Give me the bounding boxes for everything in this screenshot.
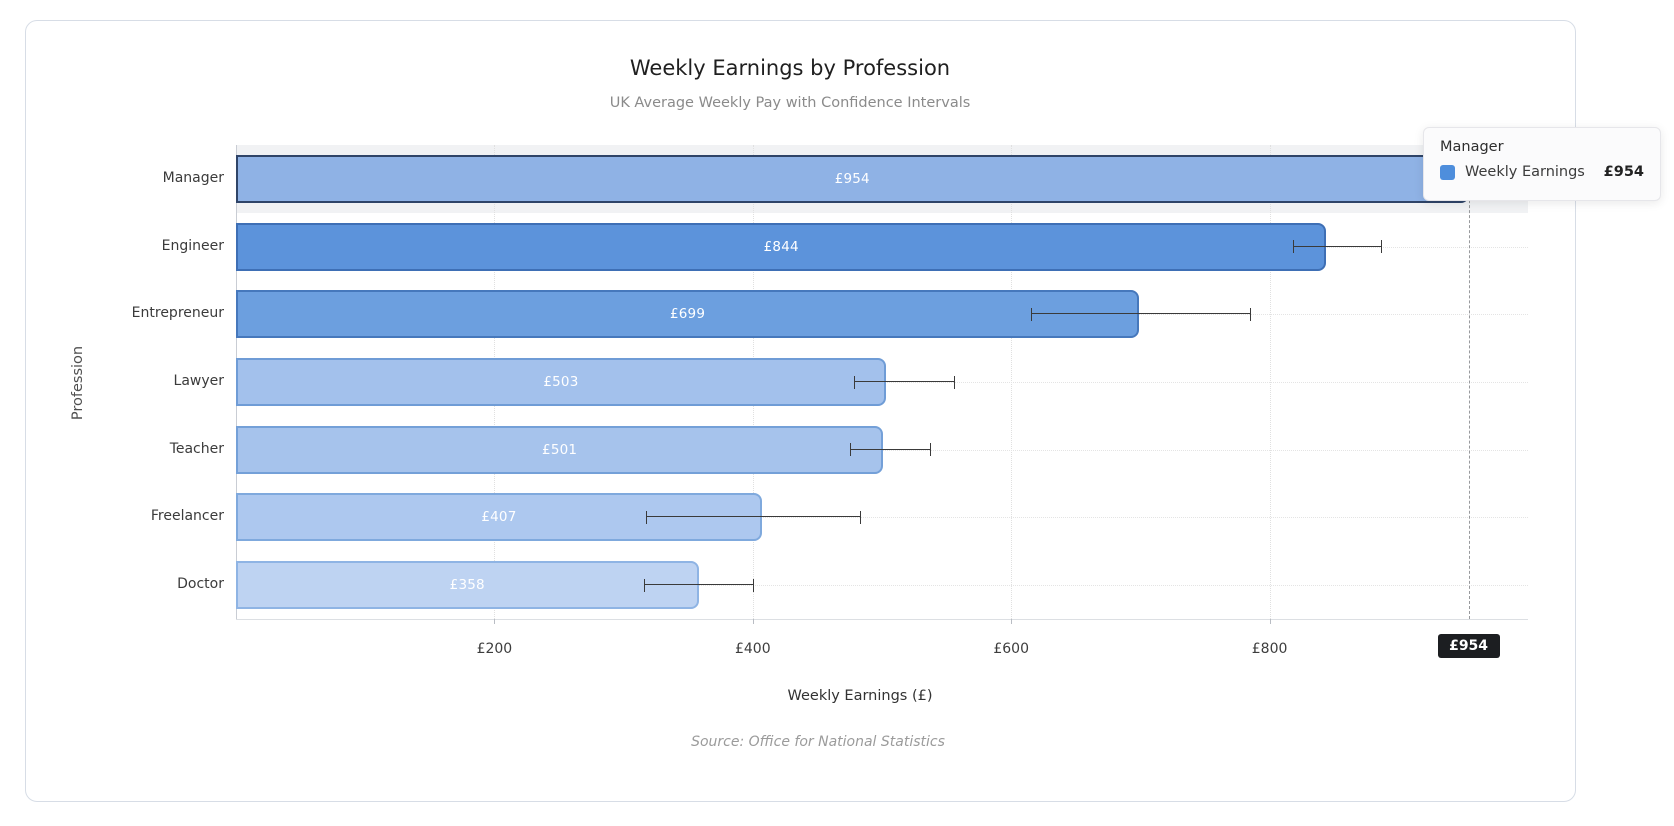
- bar-engineer[interactable]: £844: [236, 222, 1327, 271]
- error-bar: [645, 516, 861, 518]
- tooltip: Manager Weekly Earnings £954: [1423, 127, 1661, 201]
- row-gridline: [236, 517, 1528, 519]
- chart-subtitle: UK Average Weekly Pay with Confidence In…: [609, 95, 971, 111]
- plot-area[interactable]: £954 £844 £699 £503 £501 £407 £358: [236, 145, 1528, 619]
- error-bar-cap: [853, 375, 855, 389]
- bar-freelancer[interactable]: £407: [236, 493, 762, 542]
- bar-doctor[interactable]: £358: [236, 561, 699, 610]
- category-label-engineer: Engineer: [161, 237, 224, 254]
- category-label-entrepreneur: Entrepreneur: [131, 305, 224, 322]
- bar-value-label: £954: [834, 170, 870, 187]
- bar-teacher[interactable]: £501: [236, 425, 884, 474]
- tooltip-category: Manager: [1440, 139, 1504, 155]
- x-axis-title: Weekly Earnings (£): [787, 688, 933, 704]
- x-axis-tick-mark: [494, 619, 496, 624]
- reference-dashed-line: [1468, 145, 1470, 619]
- error-bar-cap: [644, 578, 646, 592]
- bar-value-label: £503: [543, 374, 579, 390]
- tooltip-series-value: £954: [1603, 164, 1644, 180]
- category-label-lawyer: Lawyer: [173, 373, 224, 389]
- x-axis-tick-mark: [1011, 619, 1013, 624]
- error-bar-cap: [860, 510, 862, 524]
- category-label-manager: Manager: [162, 169, 224, 186]
- error-bar-cap: [752, 578, 754, 592]
- x-axis-line: [236, 619, 1528, 620]
- tooltip-series-row: Weekly Earnings £954: [1440, 164, 1644, 180]
- error-bar: [849, 448, 930, 450]
- error-bar: [853, 381, 955, 382]
- x-axis-tick-mark: [1269, 619, 1271, 624]
- x-axis-tick-label: £600: [993, 641, 1029, 657]
- bar-value-label: £407: [481, 509, 517, 526]
- bar-value-label: £699: [669, 306, 706, 323]
- x-axis-tick-label: £200: [476, 641, 513, 657]
- bar-value-label: £358: [449, 577, 485, 594]
- x-axis-tick-label: £800: [1251, 641, 1288, 657]
- error-bar-cap: [1250, 307, 1252, 321]
- error-bar-cap: [849, 443, 851, 457]
- error-bar-cap: [1380, 240, 1382, 254]
- source-note: Source: Office for National Statistics: [691, 734, 945, 750]
- error-bar: [1030, 313, 1251, 315]
- bar-manager[interactable]: £954: [236, 154, 1469, 203]
- error-bar-cap: [954, 375, 956, 389]
- bar-entrepreneur[interactable]: £699: [236, 290, 1140, 339]
- error-bar: [644, 584, 753, 586]
- chart-title: Weekly Earnings by Profession: [629, 56, 951, 80]
- category-label-freelancer: Freelancer: [150, 508, 224, 525]
- row-gridline: [236, 585, 1528, 587]
- category-label-doctor: Doctor: [177, 576, 224, 593]
- reference-value-badge: £954: [1437, 634, 1500, 658]
- error-bar-cap: [1030, 307, 1032, 321]
- tooltip-series-name: Weekly Earnings: [1465, 164, 1585, 180]
- category-label-teacher: Teacher: [169, 440, 224, 457]
- bar-value-label: £501: [542, 441, 578, 458]
- x-axis-tick-mark: [752, 619, 754, 624]
- error-bar-cap: [929, 443, 931, 457]
- error-bar-cap: [1292, 240, 1294, 254]
- error-bar: [1292, 245, 1381, 247]
- x-axis-tick-label: £400: [734, 641, 771, 657]
- error-bar-cap: [645, 510, 647, 524]
- bar-lawyer[interactable]: £503: [236, 358, 886, 406]
- series-swatch-icon: [1440, 164, 1455, 180]
- bar-value-label: £844: [763, 238, 799, 255]
